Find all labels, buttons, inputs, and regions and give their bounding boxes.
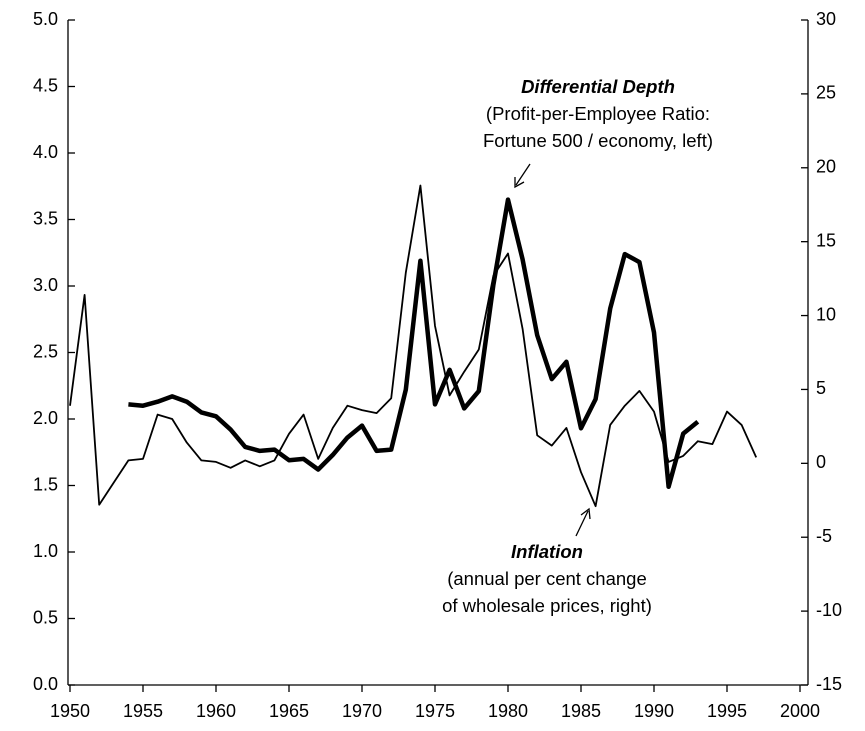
y2-tick-label: 10 (816, 304, 836, 324)
arrow (575, 507, 591, 537)
y-tick-label: 1.0 (33, 541, 58, 561)
y-tick-label: 1.5 (33, 474, 58, 494)
y2-tick-label: -10 (816, 600, 842, 620)
y-tick-label: 2.0 (33, 408, 58, 428)
x-tick-label: 1960 (196, 701, 236, 721)
y-tick-label: 5.0 (33, 9, 58, 29)
x-tick-label: 1975 (415, 701, 455, 721)
y2-tick-label: 25 (816, 83, 836, 103)
y-tick-label: 3.5 (33, 208, 58, 228)
x-tick-label: 1990 (634, 701, 674, 721)
annotation-title: Inflation (511, 541, 583, 562)
x-tick-label: 1955 (123, 701, 163, 721)
annotation-line: (annual per cent change (447, 568, 647, 589)
x-tick-label: 1995 (707, 701, 747, 721)
y2-tick-label: 5 (816, 378, 826, 398)
annotation-line: Fortune 500 / economy, left) (483, 130, 713, 151)
y-tick-label: 2.5 (33, 341, 58, 361)
arrow (514, 163, 531, 189)
x-tick-label: 1980 (488, 701, 528, 721)
x-tick-label: 1970 (342, 701, 382, 721)
y-tick-label: 4.5 (33, 75, 58, 95)
y-tick-label: 3.0 (33, 275, 58, 295)
y2-tick-label: 15 (816, 230, 836, 250)
y2-tick-label: 0 (816, 452, 826, 472)
y2-tick-label: 30 (816, 9, 836, 29)
series-line (69, 184, 758, 508)
annotation-line: of wholesale prices, right) (442, 595, 652, 616)
series-line (128, 197, 700, 490)
y-tick-label: 0.0 (33, 674, 58, 694)
y2-tick-label: -5 (816, 526, 832, 546)
x-tick-label: 1950 (50, 701, 90, 721)
annotation-line: (Profit-per-Employee Ratio: (486, 103, 710, 124)
y-tick-label: 4.0 (33, 142, 58, 162)
annotation-title: Differential Depth (521, 76, 675, 97)
y-tick-label: 0.5 (33, 607, 58, 627)
x-tick-label: 1985 (561, 701, 601, 721)
y2-tick-label: 20 (816, 157, 836, 177)
x-tick-label: 2000 (780, 701, 820, 721)
x-tick-label: 1965 (269, 701, 309, 721)
y2-tick-label: -15 (816, 674, 842, 694)
